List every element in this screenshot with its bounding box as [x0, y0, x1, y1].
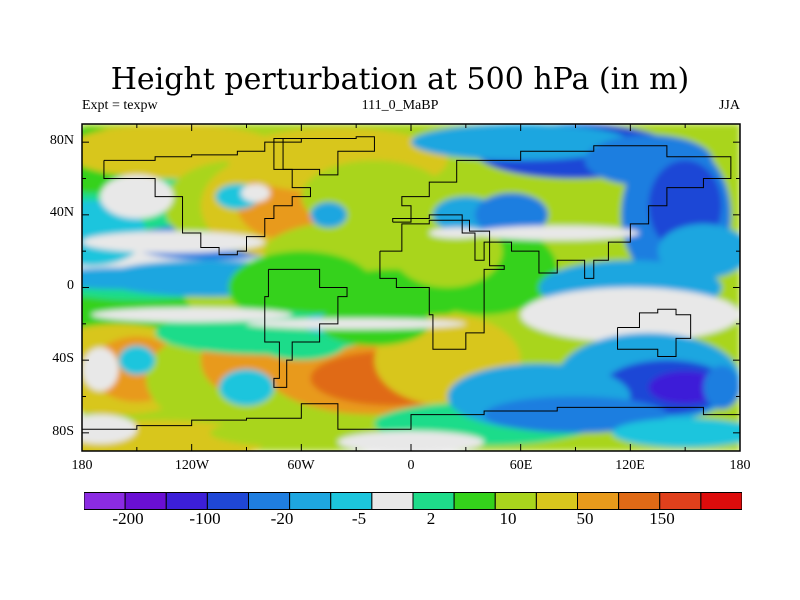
contour-region: [310, 202, 348, 228]
x-tick-label-120w: 120W: [174, 458, 210, 473]
coastline-segment: [264, 268, 348, 388]
colorbar-swatch: [659, 492, 702, 510]
x-tick-label-180w: 180: [71, 458, 93, 473]
contour-region: [246, 318, 466, 330]
x-tick-label-60w: 60W: [287, 458, 315, 473]
contour-region: [612, 418, 740, 448]
contour-region: [703, 365, 740, 410]
colorbar-swatch: [289, 492, 332, 510]
map-title: Height perturbation at 500 hPa (in m): [110, 62, 690, 97]
season-label: JJA: [718, 98, 740, 113]
colorbar-label: 2: [426, 509, 436, 528]
colorbar-swatch: [577, 492, 620, 510]
contour-fill: [82, 124, 740, 451]
colorbar-label: -100: [189, 509, 221, 528]
y-tick-label-eq: 0: [67, 278, 74, 293]
contour-region: [657, 314, 713, 333]
colorbar-swatch: [330, 492, 373, 510]
contour-region: [484, 396, 667, 433]
contour-region: [82, 347, 119, 392]
colorbar-swatch: [618, 492, 661, 510]
contour-region: [474, 193, 549, 237]
colorbar-swatch: [700, 492, 742, 510]
coastline-segment: [282, 136, 375, 176]
x-tick-label-180e: 180: [729, 458, 751, 473]
coastline-segment: [103, 138, 311, 256]
experiment-label: Expt = texpw: [82, 98, 158, 113]
contour-region: [337, 431, 485, 451]
contour-region: [219, 369, 274, 406]
contour-region: [474, 225, 640, 241]
coastline: [82, 136, 740, 430]
colorbar-label: 50: [576, 509, 594, 528]
coastline-segment: [392, 145, 732, 279]
contour-region: [118, 345, 156, 375]
contour-region: [520, 287, 740, 342]
contour-region: [91, 307, 293, 323]
x-tick-label-120e: 120E: [615, 458, 645, 473]
colorbar-swatch: [206, 492, 249, 510]
colorbar-swatch: [535, 492, 578, 510]
y-tick-label-40s: 40S: [52, 351, 74, 366]
x-tick-label-0: 0: [407, 458, 415, 473]
case-label: 111_0_MaBP: [361, 98, 439, 113]
axis-ticks: [81, 124, 741, 451]
colorbar-swatch: [124, 492, 167, 510]
coastline-segment: [82, 403, 740, 430]
colorbar-label: -200: [112, 509, 144, 528]
contour-region: [82, 231, 265, 253]
coastline-segment: [617, 308, 692, 358]
x-tick-label-60e: 60E: [509, 458, 533, 473]
colorbar-label: -20: [270, 509, 294, 528]
coastline-segment: [379, 219, 505, 350]
colorbar-label: 150: [649, 509, 675, 528]
colorbar-swatch: [453, 492, 496, 510]
colorbar-swatch: [494, 492, 537, 510]
colorbar-swatch: [84, 492, 126, 510]
contour-region: [241, 183, 271, 203]
colorbar-swatch: [371, 492, 414, 510]
colorbar-label: -5: [351, 509, 367, 528]
colorbar: [84, 492, 742, 510]
contour-region: [648, 371, 722, 404]
colorbar-swatch: [412, 492, 455, 510]
colorbar-swatch: [165, 492, 208, 510]
y-tick-label-80s: 80S: [52, 424, 74, 439]
colorbar-label: 10: [499, 509, 517, 528]
colorbar-swatch: [248, 492, 291, 510]
contour-region: [429, 227, 485, 239]
y-tick-label-80n: 80N: [49, 133, 74, 148]
y-tick-label-40n: 40N: [49, 205, 74, 220]
